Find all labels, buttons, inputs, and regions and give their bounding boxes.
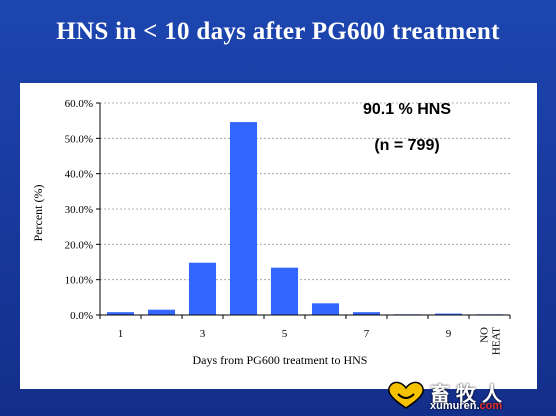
- y-tick-label: 10.0%: [65, 275, 93, 287]
- y-tick-labels: 0.0% 10.0% 20.0% 30.0% 40.0% 50.0% 60.0%: [65, 98, 93, 322]
- x-tick-label: NO: [479, 327, 491, 343]
- y-tick-label: 20.0%: [65, 239, 93, 251]
- x-tick-label: 9: [446, 328, 452, 340]
- y-tick-label: 30.0%: [65, 204, 93, 216]
- watermark: 畜牧人 xumuren.com: [380, 378, 550, 412]
- hns-percent-annotation: 90.1 % HNS: [363, 101, 451, 118]
- x-tick-label: HEAT: [491, 327, 503, 355]
- bar-day-2: [147, 309, 176, 315]
- bar-day-3: [188, 262, 217, 315]
- y-axis-label: Percent (%): [31, 185, 45, 242]
- bar-day-9: [434, 313, 463, 315]
- bar-day-4: [229, 122, 258, 315]
- watermark-url: xumuren.com: [430, 400, 502, 412]
- bar-day-5: [270, 267, 299, 315]
- x-tick-label: 5: [282, 328, 288, 340]
- gridlines: [100, 102, 510, 281]
- x-axis-label: Days from PG600 treatment to HNS: [193, 353, 368, 367]
- axes: [96, 102, 511, 319]
- bar-day-6: [311, 303, 340, 315]
- watermark-name: 畜牧人: [430, 382, 508, 406]
- x-tick-label: 1: [118, 328, 124, 340]
- heart-smile-logo-icon: [388, 381, 424, 409]
- sample-size-annotation: (n = 799): [374, 137, 439, 154]
- x-tick-labels: 13579NOHEATNO HEAT: [118, 327, 503, 355]
- y-tick-label: 40.0%: [65, 169, 93, 181]
- x-tick-label: 7: [364, 328, 370, 340]
- y-tick-label: 0.0%: [70, 310, 93, 322]
- bar-day-1: [106, 312, 135, 315]
- watermark-url-tld: com: [479, 400, 503, 412]
- y-tick-label: 60.0%: [65, 98, 93, 110]
- slide-title: HNS in < 10 days after PG600 treatment: [56, 18, 500, 45]
- chart-panel: 0.0% 10.0% 20.0% 30.0% 40.0% 50.0% 60.0% 1 3 5 7 9…: [20, 83, 537, 389]
- y-tick-label: 50.0%: [65, 133, 93, 145]
- watermark-url-main: xumuren.: [430, 400, 480, 412]
- bars: [106, 122, 504, 315]
- bar-chart: 0.0% 10.0% 20.0% 30.0% 40.0% 50.0% 60.0% 1 3 5 7 9…: [31, 98, 511, 367]
- bar-day-7: [352, 312, 381, 315]
- x-tick-label: 3: [200, 328, 206, 340]
